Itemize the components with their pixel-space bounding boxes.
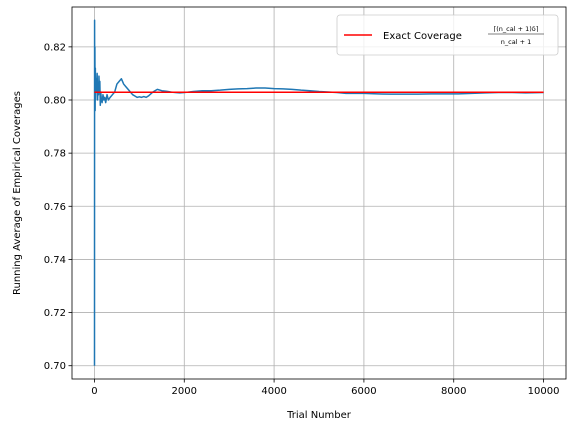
series-layer (93, 19, 544, 366)
legend-formula-denominator: n_cal + 1 (501, 38, 531, 46)
y-axis-label: Running Average of Empirical Coverages (12, 91, 23, 295)
y-tick-label: 0.78 (44, 149, 66, 160)
x-tick-label: 4000 (261, 386, 286, 397)
x-tick-label: 10000 (528, 386, 560, 397)
y-tick-label: 0.80 (44, 96, 66, 107)
x-tick-label: 0 (91, 386, 97, 397)
legend: Exact Coverage ⌈(n_cal + 1)δ⌉ n_cal + 1 (336, 14, 559, 56)
plot-frame (71, 6, 567, 380)
y-tick-label: 0.74 (44, 255, 66, 266)
legend-label-exact: Exact Coverage (383, 31, 462, 42)
x-tick-label: 2000 (172, 386, 197, 397)
y-tick-label: 0.72 (44, 308, 66, 319)
x-tick-label: 6000 (351, 386, 376, 397)
legend-formula-numerator: ⌈(n_cal + 1)δ⌉ (494, 25, 539, 33)
x-tick-label: 8000 (441, 386, 466, 397)
x-axis-label: Trial Number (286, 410, 352, 421)
x-axis-ticks: 0 2000 4000 6000 8000 10000 (91, 379, 559, 397)
y-tick-label: 0.76 (44, 202, 66, 213)
y-axis-ticks: 0.70 0.72 0.74 0.76 0.78 0.80 0.82 (44, 42, 72, 372)
y-tick-label: 0.70 (44, 361, 66, 372)
series-line-running-average (93, 19, 544, 366)
y-tick-label: 0.82 (44, 42, 66, 53)
legend-box (336, 14, 559, 56)
